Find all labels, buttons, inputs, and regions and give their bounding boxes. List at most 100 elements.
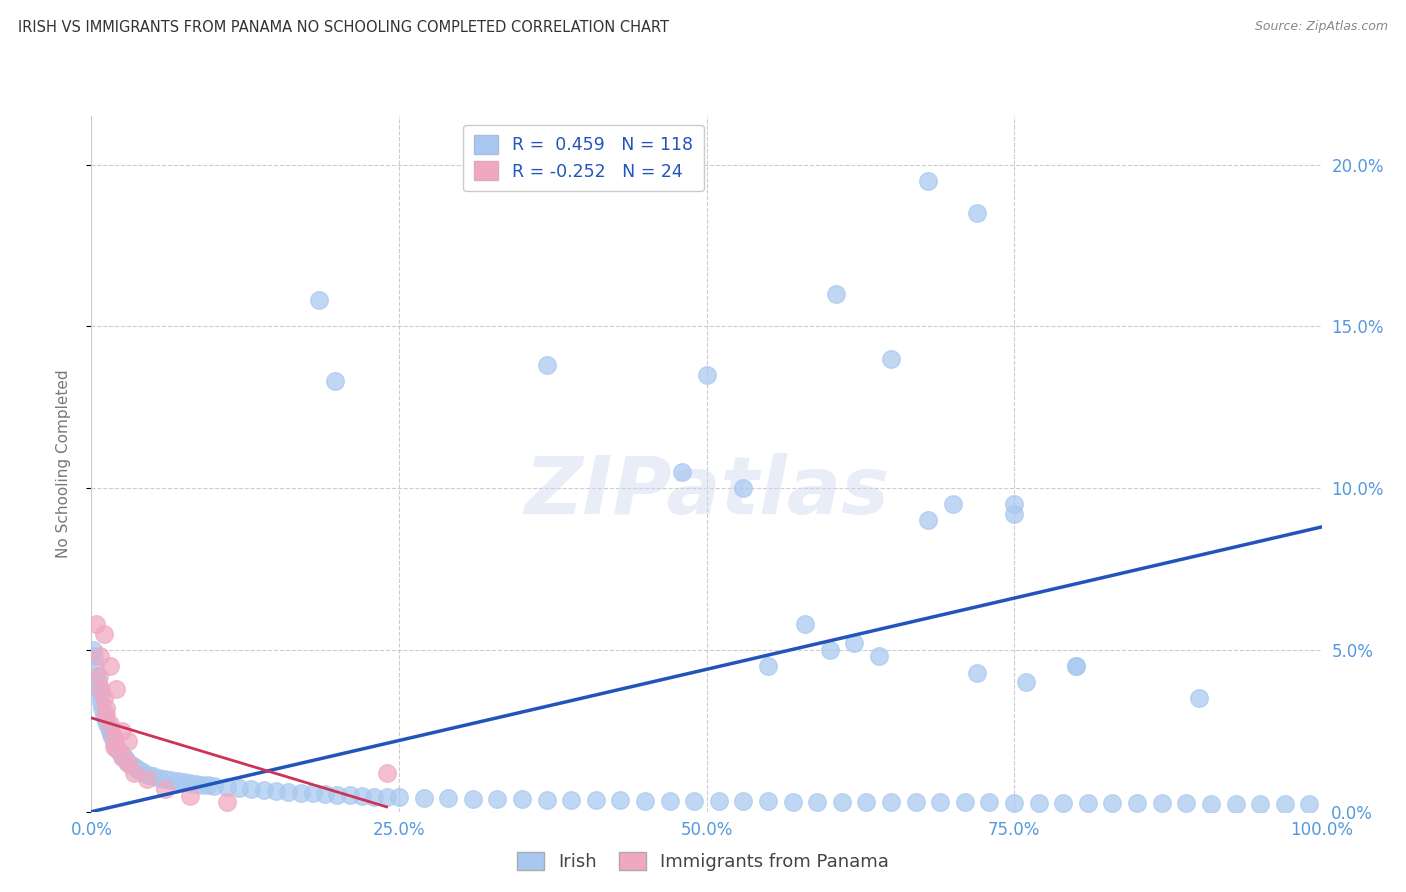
Point: [917, 174, 939, 188]
Point: [1298, 797, 1320, 811]
Point: [375, 789, 398, 804]
Point: [228, 780, 250, 795]
Point: [124, 765, 146, 780]
Point: [120, 757, 142, 772]
Point: [1064, 659, 1087, 673]
Text: IRISH VS IMMIGRANTS FROM PANAMA NO SCHOOLING COMPLETED CORRELATION CHART: IRISH VS IMMIGRANTS FROM PANAMA NO SCHOO…: [18, 20, 669, 35]
Point: [1175, 797, 1198, 811]
Point: [1249, 797, 1271, 811]
Point: [352, 789, 374, 803]
Point: [153, 772, 177, 787]
Point: [112, 749, 135, 764]
Point: [868, 649, 890, 664]
Point: [179, 776, 201, 790]
Point: [966, 665, 988, 680]
Point: [89, 688, 111, 702]
Point: [806, 795, 828, 809]
Text: Source: ZipAtlas.com: Source: ZipAtlas.com: [1254, 20, 1388, 33]
Point: [363, 789, 385, 804]
Point: [114, 753, 138, 767]
Point: [437, 791, 460, 805]
Point: [609, 793, 631, 807]
Point: [122, 759, 145, 773]
Point: [111, 723, 134, 738]
Point: [1015, 675, 1038, 690]
Point: [97, 721, 120, 735]
Point: [94, 711, 117, 725]
Point: [536, 793, 558, 807]
Point: [91, 701, 114, 715]
Point: [135, 772, 157, 787]
Point: [240, 781, 263, 796]
Point: [179, 789, 201, 803]
Point: [1101, 796, 1123, 810]
Point: [658, 794, 681, 808]
Point: [880, 795, 903, 809]
Point: [1187, 691, 1209, 706]
Point: [536, 358, 558, 372]
Point: [585, 793, 607, 807]
Point: [733, 481, 755, 495]
Point: [1274, 797, 1296, 811]
Point: [824, 287, 846, 301]
Point: [1126, 796, 1149, 810]
Point: [98, 717, 121, 731]
Point: [90, 695, 112, 709]
Point: [290, 786, 312, 800]
Point: [560, 793, 582, 807]
Point: [277, 785, 299, 799]
Point: [671, 465, 693, 479]
Point: [90, 681, 112, 696]
Point: [93, 691, 115, 706]
Point: [842, 636, 865, 650]
Point: [683, 794, 706, 808]
Point: [855, 795, 877, 809]
Point: [153, 782, 177, 797]
Point: [1028, 796, 1050, 810]
Point: [96, 714, 117, 728]
Point: [202, 779, 225, 793]
Point: [197, 778, 219, 792]
Point: [1199, 797, 1222, 811]
Point: [253, 782, 276, 797]
Point: [314, 787, 336, 801]
Point: [93, 707, 115, 722]
Legend: Irish, Immigrants from Panama: Irish, Immigrants from Panama: [509, 845, 897, 879]
Point: [184, 777, 207, 791]
Point: [89, 649, 111, 664]
Point: [124, 761, 148, 775]
Point: [1002, 507, 1025, 521]
Point: [756, 659, 779, 673]
Point: [979, 795, 1001, 809]
Point: [96, 717, 118, 731]
Point: [191, 778, 214, 792]
Point: [695, 368, 717, 382]
Point: [308, 293, 330, 308]
Point: [1150, 797, 1173, 811]
Point: [86, 675, 108, 690]
Point: [929, 795, 952, 809]
Point: [215, 780, 238, 794]
Point: [104, 737, 127, 751]
Point: [117, 756, 139, 771]
Point: [134, 765, 156, 780]
Point: [941, 497, 963, 511]
Legend: R =  0.459   N = 118, R = -0.252   N = 24: R = 0.459 N = 118, R = -0.252 N = 24: [464, 125, 703, 191]
Point: [264, 783, 287, 797]
Point: [301, 786, 323, 800]
Point: [93, 626, 115, 640]
Point: [1052, 796, 1074, 810]
Point: [634, 794, 657, 808]
Point: [953, 795, 976, 809]
Point: [110, 747, 132, 761]
Point: [173, 775, 195, 789]
Point: [510, 792, 533, 806]
Point: [917, 513, 939, 527]
Point: [880, 351, 903, 366]
Point: [98, 659, 121, 673]
Point: [818, 643, 841, 657]
Point: [966, 206, 988, 220]
Point: [105, 739, 127, 754]
Point: [148, 771, 170, 785]
Point: [105, 741, 128, 756]
